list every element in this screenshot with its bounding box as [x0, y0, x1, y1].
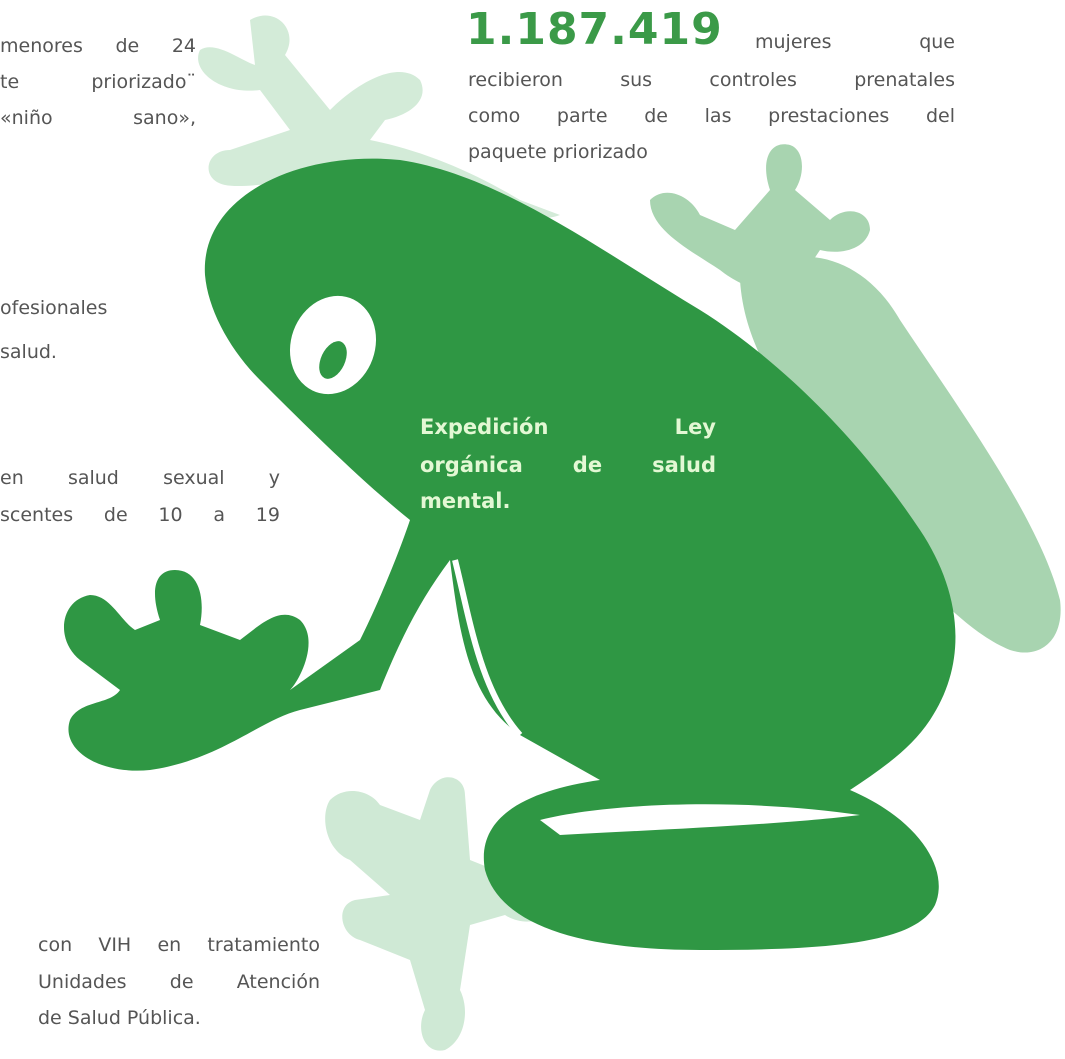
highlight-text: Expedición Ley — [420, 414, 716, 440]
highlight-text: mental. — [420, 488, 510, 514]
body-text: scentes de 10 a 19 — [0, 503, 280, 527]
stat-text: recibieron sus controles prenatales — [468, 68, 955, 92]
body-text: ofesionales — [0, 296, 107, 320]
stat-text: mujeres que — [755, 30, 955, 54]
stat-text: como parte de las prestaciones del — [468, 104, 955, 128]
body-text: te priorizado¨ — [0, 70, 196, 94]
body-text: menores de 24 — [0, 34, 196, 58]
body-text: en salud sexual y — [0, 466, 280, 490]
body-text: de Salud Pública. — [38, 1006, 201, 1030]
page: {"left_texts": ["menores de 24", "te pri… — [0, 0, 1065, 1059]
body-text: Unidades de Atención — [38, 970, 320, 994]
stat-number: 1.187.419 — [466, 4, 723, 55]
highlight-text: orgánica de salud — [420, 452, 716, 478]
body-text: «niño sano», — [0, 106, 196, 130]
body-text: con VIH en tratamiento — [38, 933, 320, 957]
stat-text: paquete priorizado — [468, 140, 648, 164]
body-text: salud. — [0, 340, 57, 364]
